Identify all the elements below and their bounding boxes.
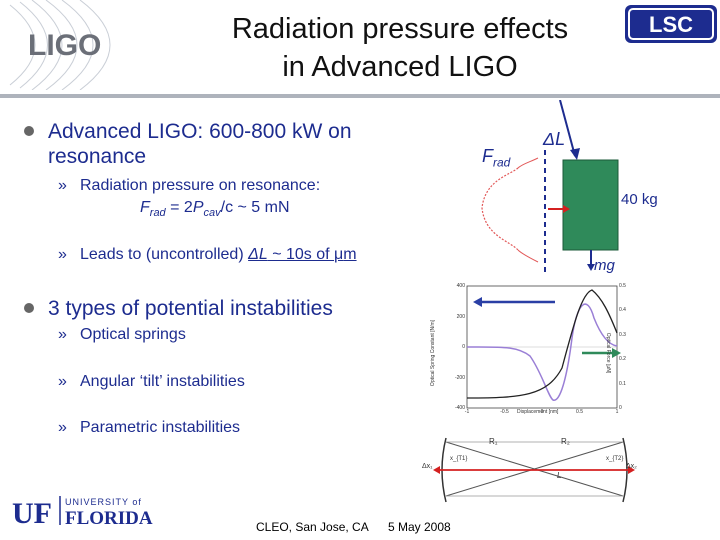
- cavity-l-label: L: [557, 471, 562, 480]
- lsc-logo: LSC: [625, 5, 717, 43]
- sub-marker: »: [58, 326, 67, 343]
- mass-label: 40 kg: [621, 191, 658, 208]
- mg-label: mg: [594, 257, 615, 274]
- lsc-logo-text: LSC: [649, 12, 693, 37]
- uf-small-text: UNIVERSITY of: [65, 497, 142, 507]
- plot-y-right-tick: 0: [619, 405, 622, 411]
- bullet-1-line-1: Advanced LIGO: 600-800 kW on: [48, 120, 352, 143]
- sub-parametric: » Parametric instabilities: [58, 417, 240, 439]
- uf-big-text: FLORIDA: [65, 508, 153, 528]
- sub-leads-to-text: Leads to (uncontrolled): [80, 246, 249, 263]
- leads-tail: ~ 10s of: [267, 246, 335, 263]
- formula-eq: = 2: [165, 199, 193, 216]
- title-line-2: in Advanced LIGO: [282, 51, 518, 83]
- cavity-xb-label: x_{T2}: [606, 456, 624, 462]
- leads-m: m: [343, 246, 357, 263]
- plot-y-right-tick: 0.3: [619, 331, 626, 338]
- force-arrow-green-head: [612, 348, 621, 358]
- plot-y-left-tick: 0: [462, 344, 465, 350]
- frad-f: F: [482, 146, 493, 166]
- plot-y-left-tick: -200: [454, 374, 465, 381]
- cavity-length-arrowhead-right: [628, 466, 635, 474]
- bullet-2-line-1: 3 types of potential instabilities: [48, 297, 333, 320]
- plot-x-tick: 0.5: [576, 409, 583, 415]
- radiation-force-arrowhead: [563, 205, 570, 213]
- plot-x-tick: 1: [615, 409, 619, 415]
- title-divider: [0, 94, 720, 98]
- spring-constant-curve: [466, 303, 618, 401]
- cavity-length-arrowhead-left: [433, 466, 440, 474]
- footer-venue: CLEO, San Jose, CA: [256, 520, 369, 534]
- leads-delta: ΔL: [248, 246, 268, 263]
- radiation-force-formula: Frad = 2Pcav/c ~ 5 mN: [140, 199, 290, 219]
- ligo-logo: LIGO: [9, 0, 111, 90]
- title-line-1: Radiation pressure effects: [231, 13, 569, 45]
- delta-l-label: ΔL: [543, 129, 566, 149]
- plot-x-tick: 0: [540, 409, 544, 415]
- beam-profile-tail-bottom: [517, 249, 539, 263]
- cavity-dx1-label: Δx₁: [422, 463, 433, 470]
- bullet-1-line-2: resonance: [48, 145, 147, 168]
- plot-y-right-tick: 0.2: [619, 356, 626, 363]
- formula-f: F: [140, 199, 150, 216]
- test-mass: [562, 159, 619, 251]
- sub-angular-tilt-text: Angular ‘tilt’ instabilities: [80, 373, 245, 390]
- plot-ylabel-left: Optical Spring Constant [N/m]: [430, 319, 437, 387]
- plot-y-right-tick: 0.4: [619, 307, 626, 314]
- sub-optical-springs-text: Optical springs: [80, 326, 186, 343]
- sub-radiation-pressure-text: Radiation pressure on resonance:: [80, 177, 321, 194]
- plot-x-tick: -1: [464, 409, 470, 415]
- sub-optical-springs: » Optical springs: [58, 324, 186, 346]
- plot-xlabel: Displacement [nm]: [517, 409, 559, 415]
- sub-marker: »: [58, 177, 67, 194]
- formula-cav: cav: [203, 207, 221, 220]
- plot-ylabel-right: Optical Force [μN]: [605, 332, 612, 374]
- beam-profile-curve: [481, 167, 519, 251]
- bullet-dot: [24, 303, 34, 313]
- bullet-advanced-ligo: Advanced LIGO: 600-800 kW on resonance: [24, 119, 448, 169]
- plot-y-left-tick: 200: [456, 313, 465, 320]
- bullet-dot: [24, 126, 34, 136]
- gravity-arrowhead: [587, 264, 595, 271]
- plot-y-left-tick: 400: [456, 283, 465, 289]
- cavity-tilt-diagram: [433, 437, 635, 503]
- delta-l-arrowhead: [570, 148, 580, 160]
- sub-marker: »: [58, 419, 67, 436]
- sub-radiation-pressure: » Radiation pressure on resonance:: [58, 175, 320, 197]
- beam-profile-tail-top: [517, 157, 539, 169]
- plot-x-tick: -0.5: [500, 409, 509, 415]
- sub-marker: »: [58, 373, 67, 390]
- formula-rest: /c ~ 5 mN: [220, 199, 290, 216]
- plot-y-right-tick: 0.1: [619, 380, 626, 387]
- spring-arrow-blue-head: [473, 297, 482, 307]
- cavity-xa-label: x_{T1}: [450, 456, 468, 462]
- cavity-r1-label: R₁: [489, 437, 498, 446]
- optical-spring-plot: [466, 285, 621, 409]
- cavity-r2-label: R₂: [561, 437, 570, 446]
- sub-angular-tilt: » Angular ‘tilt’ instabilities: [58, 371, 245, 393]
- frad-label: Frad: [482, 146, 510, 170]
- optical-force-curve: [466, 289, 618, 399]
- leads-mu: μ: [334, 246, 344, 263]
- slide-title: Radiation pressure effects in Advanced L…: [150, 10, 650, 86]
- frad-sub: rad: [493, 155, 511, 170]
- delta-l-arrow: [559, 100, 576, 157]
- footer-date: 5 May 2008: [388, 520, 451, 534]
- cavity-dx2-label: Δx₂: [626, 463, 637, 470]
- displacement-amount: ΔL ~ 10s of μm: [248, 246, 356, 263]
- beam-line-2: [445, 441, 624, 497]
- formula-p: P: [192, 199, 204, 216]
- uf-florida-logo: UF UNIVERSITY of FLORIDA: [12, 496, 153, 528]
- sub-parametric-text: Parametric instabilities: [80, 419, 241, 436]
- uf-mark: UF: [12, 497, 52, 528]
- radiation-pressure-diagram: [481, 100, 619, 272]
- bullet-instabilities: 3 types of potential instabilities: [24, 296, 428, 321]
- ligo-logo-text: LIGO: [28, 29, 101, 62]
- formula-rad: rad: [149, 207, 166, 220]
- plot-y-right-tick: 0.5: [619, 283, 626, 289]
- plot-y-left-tick: -400: [454, 405, 465, 411]
- sub-leads-to: » Leads to (uncontrolled) ΔL ~ 10s of μm: [58, 244, 357, 266]
- sub-marker: »: [58, 246, 67, 263]
